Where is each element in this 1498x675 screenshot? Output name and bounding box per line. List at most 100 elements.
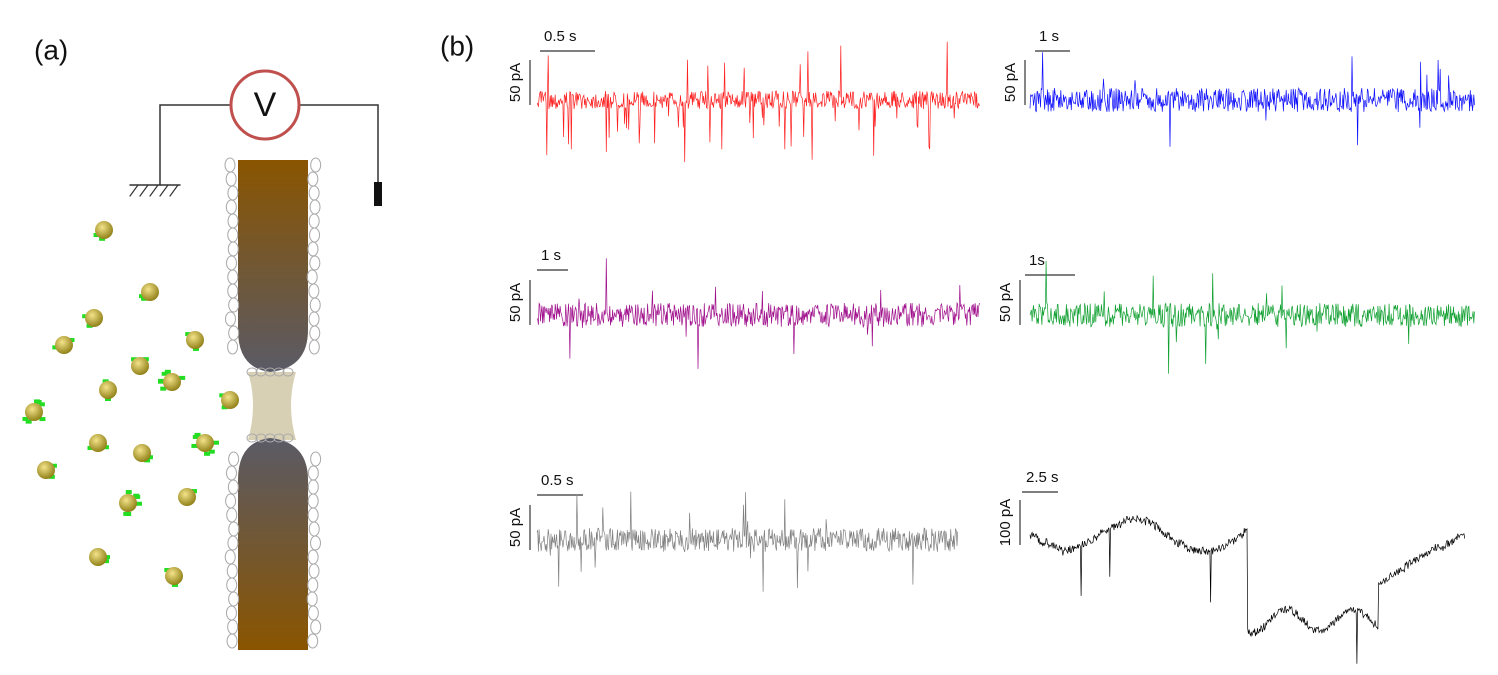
coat-blob xyxy=(282,367,294,377)
coat-blob xyxy=(226,577,238,593)
coat-blob xyxy=(310,157,322,173)
ligand xyxy=(25,419,32,424)
ligand xyxy=(192,434,199,439)
panel-label: (a) xyxy=(34,34,68,65)
coat-blob xyxy=(264,433,276,443)
coat-blob xyxy=(255,433,267,443)
ligand xyxy=(134,494,141,499)
coat-blob xyxy=(225,493,237,509)
pore-channel xyxy=(248,372,296,440)
coat-blob xyxy=(310,451,322,467)
coat-blob xyxy=(227,339,239,355)
particle xyxy=(196,434,214,452)
coat-blob xyxy=(228,591,240,607)
coat-blob xyxy=(225,605,237,621)
panel-label: (b) xyxy=(440,30,474,61)
particle xyxy=(89,548,107,566)
coat-blob xyxy=(307,465,319,481)
coat-blob xyxy=(255,367,267,377)
current-trace xyxy=(536,491,959,592)
coat-blob xyxy=(224,549,236,565)
ligand xyxy=(93,233,100,238)
ligand xyxy=(208,449,215,454)
coat-blob xyxy=(225,465,237,481)
particle xyxy=(25,403,43,421)
particle xyxy=(133,444,151,462)
coat-blob xyxy=(309,199,321,215)
ligand xyxy=(99,236,106,241)
ligand xyxy=(179,375,186,380)
ligand xyxy=(86,323,93,328)
ligand xyxy=(131,357,138,362)
ligand xyxy=(160,386,167,391)
wire xyxy=(299,104,379,186)
coat-blob xyxy=(273,433,285,443)
coat-blob xyxy=(228,451,240,467)
current-scale-label: 100 pA xyxy=(997,499,1014,547)
coat-blob xyxy=(225,255,237,271)
coat-blob xyxy=(310,535,322,551)
ligand xyxy=(22,416,29,421)
coat-blob xyxy=(225,199,237,215)
coat-blob xyxy=(224,157,236,173)
coat-blob xyxy=(228,521,240,537)
ligand xyxy=(158,379,165,384)
time-scale-label: 1 s xyxy=(1039,28,1059,45)
coat-blob xyxy=(308,339,320,355)
ligand xyxy=(191,443,198,448)
particle xyxy=(119,494,137,512)
coat-blob xyxy=(226,633,238,649)
ligand xyxy=(212,440,219,445)
coat-blob xyxy=(310,619,322,635)
particle xyxy=(89,434,107,452)
coat-blob xyxy=(307,507,319,523)
ligand xyxy=(103,555,110,560)
coat-blob xyxy=(309,227,321,243)
coat-blob xyxy=(307,241,319,257)
ligand xyxy=(161,371,168,376)
coat-blob xyxy=(227,241,239,257)
particle xyxy=(131,357,149,375)
current-trace xyxy=(1029,514,1466,664)
coat-blob xyxy=(227,283,239,299)
coat-blob xyxy=(307,577,319,593)
current-scale-label: 50 pA xyxy=(997,283,1014,322)
coat-blob xyxy=(226,507,238,523)
particle xyxy=(141,283,159,301)
coat-blob xyxy=(246,367,258,377)
ligand xyxy=(194,432,201,437)
ligand xyxy=(185,332,192,337)
current-trace xyxy=(1029,260,1475,374)
coat-blob xyxy=(307,479,319,495)
coat-blob xyxy=(228,325,240,341)
coat-blob xyxy=(306,269,318,285)
particle xyxy=(165,567,183,585)
coat-blob xyxy=(246,433,258,443)
coat-blob xyxy=(307,493,319,509)
coat-blob xyxy=(307,633,319,649)
coat-blob xyxy=(308,185,320,201)
time-scale-label: 1s xyxy=(1029,252,1045,269)
coat-blob xyxy=(307,549,319,565)
ligand xyxy=(139,294,146,299)
coat-blob xyxy=(225,171,237,187)
coat-blob xyxy=(227,535,239,551)
coat-blob xyxy=(273,367,285,377)
ligand xyxy=(35,400,42,405)
coat-blob xyxy=(307,171,319,187)
coat-blob xyxy=(308,283,320,299)
coat-blob xyxy=(306,591,318,607)
coat-blob xyxy=(308,521,320,537)
particle xyxy=(186,331,204,349)
membrane-bottom xyxy=(238,438,308,650)
ligand xyxy=(102,445,109,450)
current-scale-label: 50 pA xyxy=(507,508,524,547)
coat-blob xyxy=(226,563,238,579)
coat-blob xyxy=(308,311,320,327)
coat-blob xyxy=(227,619,239,635)
particles xyxy=(22,221,239,587)
coat-blob xyxy=(308,213,320,229)
current-scale-label: 50 pA xyxy=(507,283,524,322)
coat-blob xyxy=(224,311,236,327)
